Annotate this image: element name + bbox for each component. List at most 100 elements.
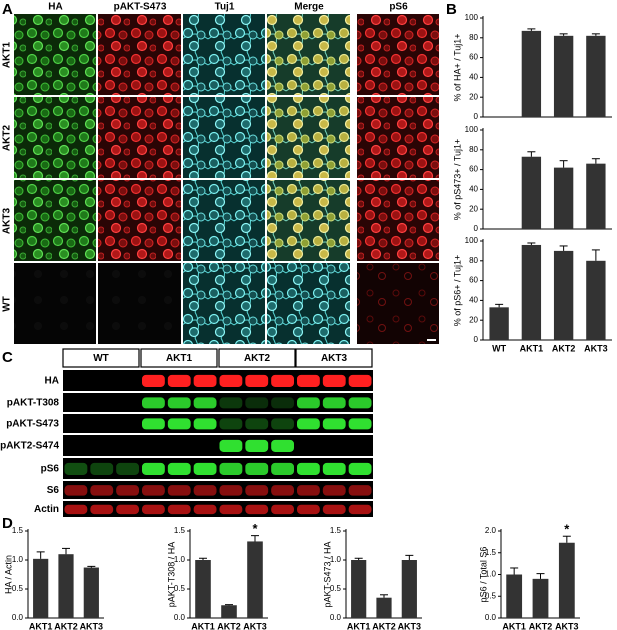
blot-band bbox=[193, 397, 217, 409]
blot-band bbox=[245, 397, 269, 409]
blot-band bbox=[193, 374, 217, 387]
y-tick-label: 60 bbox=[469, 165, 478, 174]
y-tick-label: 0.0 bbox=[174, 613, 186, 622]
y-tick-label: 20 bbox=[469, 315, 478, 324]
column-header: pS6 bbox=[389, 2, 408, 13]
blot-band bbox=[219, 462, 243, 475]
bar bbox=[553, 35, 574, 117]
blot-row-label: S6 bbox=[47, 485, 60, 496]
x-tick-label: AKT1 bbox=[347, 621, 371, 630]
blot-strip bbox=[63, 481, 373, 499]
bar bbox=[521, 30, 542, 117]
x-tick-label: AKT2 bbox=[54, 621, 78, 630]
blot-band bbox=[142, 504, 165, 515]
x-tick-label: AKT3 bbox=[243, 621, 267, 630]
blot-band bbox=[297, 485, 320, 496]
panel-label: D bbox=[2, 515, 13, 532]
column-header: HA bbox=[48, 2, 62, 13]
blot-band bbox=[193, 485, 217, 496]
blot-band bbox=[142, 462, 165, 475]
row-label: AKT2 bbox=[2, 125, 13, 152]
column-header: Merge bbox=[294, 2, 324, 13]
blot-band bbox=[167, 504, 191, 515]
blot-band bbox=[271, 374, 294, 387]
bar bbox=[586, 35, 606, 117]
significance: * bbox=[564, 522, 570, 537]
blot-strip bbox=[63, 414, 373, 433]
blot-band bbox=[64, 504, 88, 515]
blot-band bbox=[64, 462, 88, 475]
micrograph bbox=[98, 263, 181, 344]
micrograph bbox=[267, 97, 350, 178]
blot-band bbox=[167, 462, 191, 475]
blot-band bbox=[271, 418, 294, 430]
column-header: pAKT-S473 bbox=[114, 2, 167, 13]
y-axis-label: HA / Actin bbox=[3, 555, 13, 594]
significance: * bbox=[252, 521, 258, 536]
y-tick-label: 100 bbox=[465, 13, 479, 22]
blot-band bbox=[322, 418, 346, 430]
blot-band bbox=[348, 418, 372, 430]
y-axis-label: pAKT-T308 / HA bbox=[166, 542, 176, 608]
blot-band bbox=[167, 397, 191, 409]
blot-band bbox=[297, 374, 320, 387]
y-tick-label: 2.0 bbox=[485, 526, 497, 535]
blot-band bbox=[245, 485, 269, 496]
y-tick-label: 100 bbox=[465, 236, 479, 245]
blot-band bbox=[297, 397, 320, 409]
blot-band bbox=[167, 374, 191, 387]
y-tick-label: 20 bbox=[469, 92, 478, 101]
blot-row-label: pAKT-S473 bbox=[6, 419, 59, 430]
blot-band bbox=[348, 397, 372, 409]
blot-row-label: pS6 bbox=[41, 464, 60, 475]
blot-band bbox=[219, 485, 243, 496]
bar bbox=[351, 560, 367, 618]
y-tick-label: 80 bbox=[469, 145, 478, 154]
blot-band bbox=[322, 397, 346, 409]
x-tick-label: AKT2 bbox=[552, 343, 576, 353]
panel-label: A bbox=[2, 1, 13, 18]
micrograph bbox=[14, 263, 96, 344]
y-tick-label: 1.0 bbox=[12, 555, 24, 564]
blot-band bbox=[322, 504, 346, 515]
micrograph bbox=[183, 180, 265, 261]
x-tick-label: AKT2 bbox=[372, 621, 396, 630]
x-tick-label: AKT2 bbox=[529, 621, 553, 630]
blot-band bbox=[297, 504, 320, 515]
y-tick-label: 0.5 bbox=[330, 584, 342, 593]
group-label: AKT2 bbox=[244, 353, 271, 364]
x-tick-label: AKT1 bbox=[520, 343, 544, 353]
y-tick-label: 0.5 bbox=[12, 584, 24, 593]
x-tick-label: AKT3 bbox=[80, 621, 104, 630]
blot-strip bbox=[63, 370, 373, 391]
blot-band bbox=[193, 504, 217, 515]
bar bbox=[195, 560, 211, 618]
y-tick-label: 40 bbox=[469, 185, 478, 194]
y-tick-label: 100 bbox=[465, 125, 479, 134]
x-tick-label: AKT1 bbox=[29, 621, 53, 630]
bar bbox=[558, 542, 575, 618]
blot-strip bbox=[63, 458, 373, 479]
micrograph bbox=[357, 180, 439, 261]
blot-band bbox=[167, 418, 191, 430]
y-tick-label: 1.5 bbox=[485, 548, 497, 557]
y-axis-label: pS6 / Total S6 bbox=[478, 547, 488, 603]
y-tick-label: 1.0 bbox=[330, 555, 342, 564]
y-axis-label: pAKT-S473 / HA bbox=[322, 541, 332, 607]
micrograph bbox=[98, 97, 181, 178]
x-tick-label: AKT3 bbox=[555, 621, 579, 630]
bar bbox=[376, 597, 392, 618]
y-axis-label: % of pS6+ / Tuj1+ bbox=[452, 255, 462, 327]
y-tick-label: 40 bbox=[469, 73, 478, 82]
group-label: AKT3 bbox=[321, 353, 348, 364]
group-box bbox=[140, 348, 218, 368]
group-label: WT bbox=[93, 353, 109, 364]
row-label: WT bbox=[2, 296, 13, 312]
group-label: AKT1 bbox=[166, 353, 193, 364]
micrograph bbox=[357, 14, 439, 95]
y-tick-label: 0 bbox=[474, 112, 479, 121]
x-tick-label: AKT1 bbox=[191, 621, 215, 630]
bar bbox=[553, 167, 574, 229]
y-tick-label: 1.5 bbox=[174, 526, 186, 535]
x-tick-label: AKT3 bbox=[398, 621, 422, 630]
